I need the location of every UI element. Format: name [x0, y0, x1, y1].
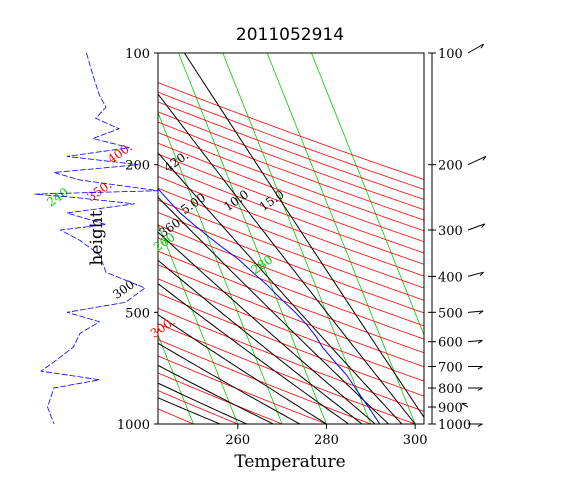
- right-pressure-axis: 100 200 300 400 500 600 700 800 900 1000: [428, 43, 487, 433]
- wind-barb-head: [480, 43, 485, 49]
- wind-barb-head: [477, 423, 483, 427]
- right-axis-label: 200: [438, 159, 463, 174]
- x-axis-ticks: 260 280 300: [225, 424, 428, 448]
- moist-adiabat-line: [158, 314, 327, 424]
- dry-adiabat-line: [158, 307, 424, 412]
- y-axis-ticks: 100 200 500 1000: [117, 47, 158, 433]
- wind-barb-head: [477, 339, 483, 344]
- isotherm-line: [0, 53, 16, 424]
- chart-title: 2011052914: [236, 25, 344, 45]
- wind-barb-head: [482, 156, 487, 161]
- moist-adiabat-line: [158, 93, 416, 424]
- dry-adiabat-line: [158, 164, 424, 265]
- right-axis-label: 300: [438, 224, 463, 239]
- moist-adiabat-line: [158, 231, 376, 424]
- mixing-ratio-label: 5.00: [178, 190, 208, 217]
- dry-adiabat-line: [158, 111, 424, 211]
- profile-line: [158, 188, 381, 424]
- temperature-profile: [158, 188, 381, 424]
- y-tick-label: 100: [125, 47, 150, 62]
- dry-adiabat-line: [158, 176, 424, 277]
- isotherms: [0, 53, 424, 424]
- isotherm-label: 240: [44, 185, 71, 210]
- plot-area: [0, 53, 424, 424]
- moist-adiabats: [158, 53, 424, 424]
- x-tick-label: 300: [403, 433, 428, 448]
- dry-adiabat-line: [158, 237, 424, 340]
- wind-barb-head: [481, 223, 486, 228]
- isotherm-line: [266, 53, 416, 424]
- dry-adiabat-line: [158, 142, 424, 243]
- moist-adiabat-label: 420.: [161, 148, 191, 175]
- dry-adiabat-line: [158, 121, 424, 221]
- dry-adiabat-line: [158, 278, 424, 382]
- moist-adiabat-line: [158, 382, 247, 424]
- isotherm-line: [1, 53, 149, 424]
- humidity-side-trace: [34, 52, 159, 425]
- y-tick-label: 1000: [117, 418, 150, 433]
- wind-barb: [467, 223, 486, 231]
- y-tick-label: 500: [125, 306, 150, 321]
- dry-adiabat-line: [158, 101, 424, 200]
- dry-adiabat-line: [158, 250, 424, 354]
- moist-adiabat-line: [158, 196, 389, 424]
- x-tick-label: 260: [225, 433, 250, 448]
- moist-adiabat-line: [183, 53, 424, 419]
- dry-adiabat-line: [158, 355, 327, 424]
- right-axis-label: 400: [438, 270, 463, 285]
- right-axis-label: 500: [438, 306, 463, 321]
- right-axis-label: 100: [438, 47, 463, 62]
- dry-adiabat-label: 300.: [148, 314, 178, 341]
- isotherm-line: [158, 111, 283, 424]
- dry-adiabat-line: [158, 264, 424, 368]
- wind-barb-head: [478, 310, 484, 315]
- moist-adiabat-line: [158, 259, 363, 424]
- moist-adiabat-line: [158, 152, 403, 424]
- wind-barb: [467, 310, 484, 313]
- wind-barb-head: [477, 366, 483, 370]
- wind-barb: [467, 155, 487, 166]
- plot-frame: [157, 52, 425, 425]
- isotherm-line: [311, 53, 424, 337]
- dry-adiabat-line: [158, 292, 424, 397]
- isotherm-line: [158, 334, 194, 424]
- dry-adiabat-line: [158, 339, 371, 424]
- right-axis-label: 600: [438, 336, 463, 351]
- wind-barb: [461, 402, 469, 408]
- moist-adiabat-label: 300.: [110, 275, 140, 302]
- moist-adiabat-line: [158, 342, 301, 424]
- right-axis-label: 900: [438, 401, 463, 416]
- isotherm-line: [0, 53, 61, 424]
- dry-adiabat-line: [158, 153, 424, 254]
- right-axis-label: 700: [438, 361, 463, 376]
- dry-adiabat-line: [158, 132, 424, 232]
- wind-barb: [467, 339, 483, 343]
- wind-barb-head: [477, 387, 483, 391]
- isotherm-label: 280: [249, 253, 276, 278]
- side-trace-line: [34, 52, 159, 425]
- wind-barb-head: [479, 271, 484, 276]
- x-axis-title: Temperature: [234, 452, 345, 472]
- moist-adiabat-line: [158, 283, 349, 424]
- dry-adiabat-line: [158, 372, 283, 424]
- dry-adiabats: [158, 82, 424, 424]
- dry-adiabat-line: [158, 187, 424, 289]
- right-axis-label: 1000: [438, 418, 471, 433]
- wind-barb: [467, 271, 484, 277]
- wind-barb: [467, 43, 484, 54]
- dry-adiabat-line: [158, 323, 416, 424]
- dry-adiabat-line: [158, 91, 424, 190]
- dry-adiabat-line: [158, 390, 238, 424]
- y-axis-title: height: [87, 210, 107, 265]
- x-tick-label: 280: [314, 433, 339, 448]
- moist-adiabat-line: [158, 364, 274, 424]
- isotherm-line: [158, 222, 239, 424]
- dry-adiabat-line: [158, 199, 424, 301]
- right-axis-label: 800: [438, 382, 463, 397]
- y-tick-label: 200: [125, 159, 150, 174]
